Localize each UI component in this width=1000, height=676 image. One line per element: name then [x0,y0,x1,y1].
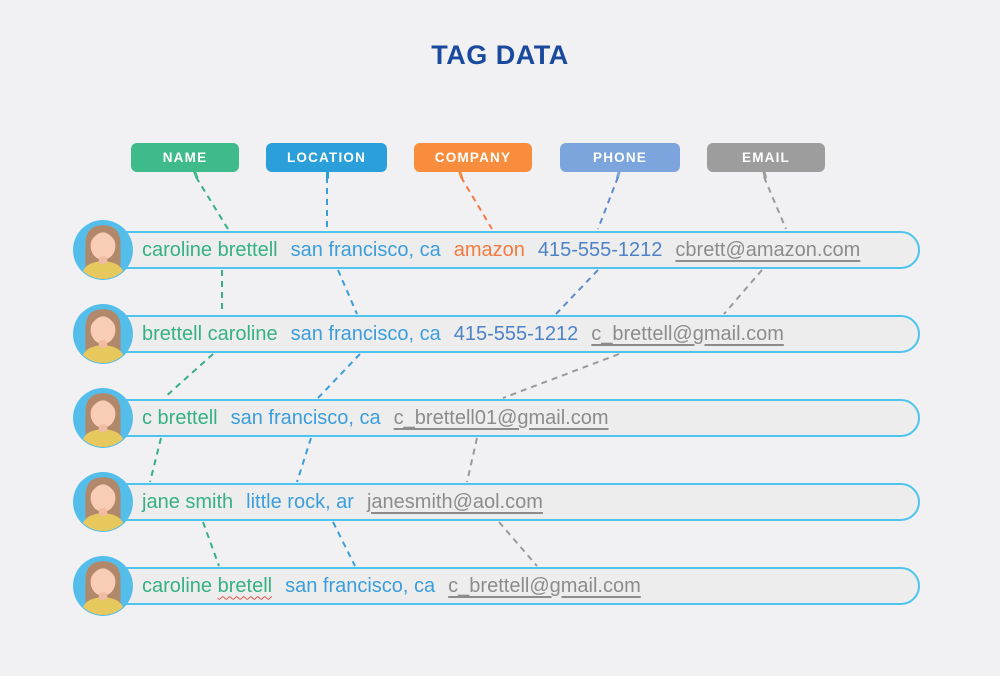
field-location: san francisco, ca [285,574,436,597]
connector-line-name [163,353,214,399]
misspelled-word: bretell [217,574,273,597]
connector-line-company [460,176,493,230]
woman-avatar-icon [73,388,133,448]
connector-line-email [502,353,620,399]
connector-line-name [202,521,220,567]
field-email[interactable]: cbrett@amazon.com [675,238,861,261]
contact-row: c brettell san francisco, ca c_brettell01@… [73,388,920,448]
connector-line-email [763,176,787,230]
field-location: san francisco, ca [290,238,441,261]
connector-line-name [195,176,229,230]
contact-pill: caroline bretell san francisco, ca c_brett… [78,567,920,605]
tag-label: LOCATION [286,150,367,165]
contact-row: caroline bretell san francisco, ca c_brett… [73,556,920,616]
connector-line-location [296,437,312,483]
field-email[interactable]: janesmith@aol.com [366,490,543,513]
field-name: brettell caroline [142,322,278,345]
tag-location[interactable]: LOCATION [266,143,387,172]
field-name: c brettell [142,406,218,429]
field-name: jane smith [142,490,234,513]
field-location: san francisco, ca [230,406,381,429]
connector-line-email [723,269,763,315]
woman-avatar-icon [73,556,133,616]
field-location: san francisco, ca [290,322,441,345]
contact-pill: caroline brettell san francisco, ca amazon… [78,231,920,269]
contact-pill: jane smith little rock, ar janesmith@aol.c… [78,483,920,521]
tag-label: EMAIL [742,150,790,165]
connector-line-location [317,353,361,399]
field-phone: 415-555-1212 [537,238,663,261]
connector-line-name [149,437,162,483]
connector-line-phone [597,176,619,230]
woman-avatar-icon [73,304,133,364]
contact-row: jane smith little rock, ar janesmith@aol.c… [73,472,920,532]
connector-line-location [337,269,358,315]
connector-line-location [332,521,356,567]
contact-pill: brettell caroline san francisco, ca 415-55… [78,315,920,353]
tag-email[interactable]: EMAIL [707,143,825,172]
field-email[interactable]: c_brettell@gmail.com [448,574,641,597]
woman-avatar-icon [73,220,133,280]
tag-label: PHONE [592,150,647,165]
field-name: caroline bretell [142,574,273,597]
contact-row: caroline brettell san francisco, ca amazon… [73,220,920,280]
contact-pill: c brettell san francisco, ca c_brettell01@… [78,399,920,437]
connector-line-email [498,521,538,567]
tag-name[interactable]: NAME [131,143,239,172]
tag-phone[interactable]: PHONE [560,143,680,172]
field-location: little rock, ar [246,490,354,513]
page-title: TAG DATA [431,40,569,70]
tag-label: NAME [162,150,208,165]
field-email[interactable]: c_brettell@gmail.com [591,322,784,345]
woman-avatar-icon [73,472,133,532]
field-company: amazon [453,238,525,261]
field-email[interactable]: c_brettell01@gmail.com [393,406,609,429]
connector-line-phone [555,269,599,315]
field-phone: 415-555-1212 [453,322,579,345]
contact-row: brettell caroline san francisco, ca 415-55… [73,304,920,364]
field-name: caroline brettell [142,238,278,261]
tag-company[interactable]: COMPANY [414,143,532,172]
connector-line-email [466,437,478,483]
tag-label: COMPANY [434,150,512,165]
